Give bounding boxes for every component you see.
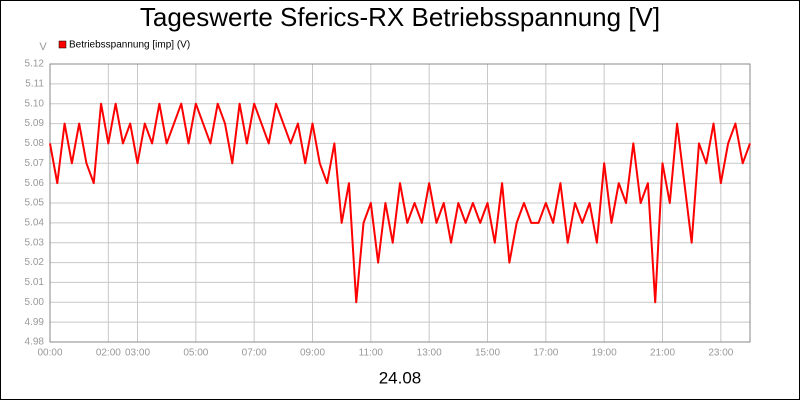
legend-swatch	[58, 40, 67, 49]
x-tick-label: 23:00	[708, 348, 733, 359]
y-tick-label: 5.11	[25, 78, 44, 89]
x-tick-label: 13:00	[417, 348, 442, 359]
y-tick-label: 4.98	[25, 337, 45, 348]
x-tick-label: 17:00	[533, 348, 558, 359]
x-tick-label: 02:00	[96, 348, 121, 359]
x-tick-label: 11:00	[359, 348, 384, 359]
x-tick-label: 00:00	[37, 348, 62, 359]
x-tick-label: 21:00	[650, 348, 675, 359]
y-tick-label: 4.99	[25, 317, 45, 328]
y-axis-label: V	[39, 41, 47, 53]
y-tick-label: 5.05	[25, 198, 45, 209]
y-tick-label: 5.12	[25, 59, 45, 70]
y-tick-label: 5.03	[25, 237, 45, 248]
x-tick-label: 03:00	[125, 348, 150, 359]
x-tick-label: 07:00	[242, 348, 267, 359]
x-tick-label: 09:00	[300, 348, 325, 359]
legend-label: Betriebsspannung [imp] (V)	[69, 40, 190, 51]
chart-title: Tageswerte Sferics-RX Betriebsspannung […	[140, 2, 660, 32]
y-tick-label: 5.08	[25, 138, 45, 149]
x-tick-label: 15:00	[475, 348, 500, 359]
x-tick-label: 05:00	[183, 348, 208, 359]
y-tick-label: 5.00	[25, 297, 45, 308]
y-tick-label: 5.10	[25, 98, 45, 109]
data-line	[49, 102, 751, 304]
y-tick-label: 5.09	[25, 118, 45, 129]
y-tick-label: 5.04	[25, 217, 45, 228]
y-tick-label: 5.06	[25, 178, 45, 189]
y-tick-label: 5.02	[25, 257, 45, 268]
y-tick-label: 5.01	[25, 277, 45, 288]
x-tick-label: 19:00	[592, 348, 617, 359]
y-tick-label: 5.07	[25, 158, 45, 169]
plot-border	[49, 63, 751, 343]
x-axis-label: 24.08	[379, 368, 422, 387]
